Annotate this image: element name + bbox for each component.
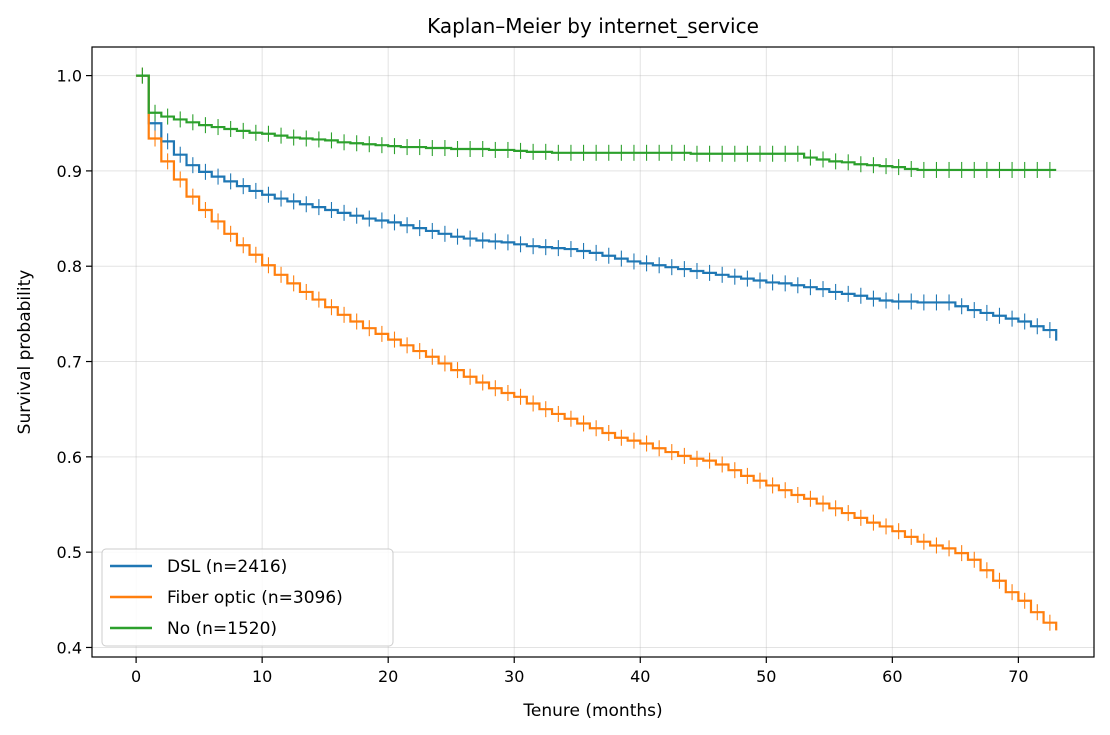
x-tick-label: 40 (630, 667, 650, 686)
y-tick-label: 0.8 (57, 257, 82, 276)
series-layer (136, 67, 1058, 631)
survival-curve-fiber-optic (136, 74, 1058, 631)
plot-frame (91, 46, 1095, 658)
y-tick-label: 1.0 (57, 67, 82, 86)
x-axis-label: Tenure (months) (522, 701, 662, 721)
series-no (136, 67, 1057, 178)
x-tick-label: 10 (252, 667, 272, 686)
legend: DSL (n=2416) Fiber optic (n=3096) No (n=… (101, 548, 394, 647)
legend-box (101, 548, 394, 647)
y-axis-label: Survival probability (15, 270, 35, 435)
y-tick-label: 0.6 (57, 448, 82, 467)
x-tick-label: 70 (1008, 667, 1028, 686)
legend-label-fiber-optic: Fiber optic (n=3096) (167, 588, 343, 608)
legend-label-dsl: DSL (n=2416) (167, 557, 287, 577)
x-tick-label: 0 (131, 667, 141, 686)
legend-label-no: No (n=1520) (167, 619, 277, 639)
x-tick-label: 20 (378, 667, 398, 686)
x-tick-label: 60 (882, 667, 902, 686)
y-tick-label: 0.4 (57, 638, 82, 657)
survival-curve-dsl (136, 74, 1058, 341)
chart-title: Kaplan–Meier by internet_service (427, 14, 759, 38)
axis-ticks: 0 10 20 30 40 50 60 70 0.4 0.5 0.6 0.7 0.8 0.9 1.0 (57, 67, 1029, 686)
y-tick-label: 0.5 (57, 543, 82, 562)
x-tick-label: 30 (504, 667, 524, 686)
series-fiber-optic (136, 67, 1058, 631)
x-tick-label: 50 (756, 667, 776, 686)
series-dsl (136, 67, 1058, 341)
y-tick-label: 0.9 (57, 162, 82, 181)
y-tick-label: 0.7 (57, 353, 82, 372)
